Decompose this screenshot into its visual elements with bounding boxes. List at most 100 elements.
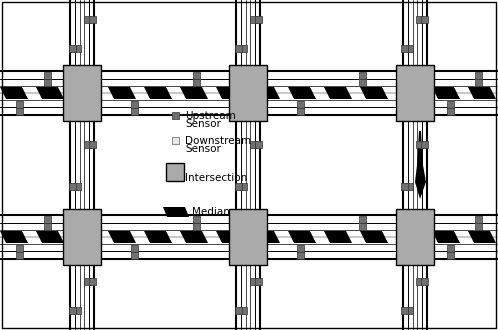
Polygon shape: [0, 87, 28, 99]
Bar: [84, 278, 91, 285]
Bar: [297, 101, 304, 108]
Bar: [475, 222, 482, 229]
Bar: [63, 209, 101, 265]
Text: Sensor: Sensor: [185, 119, 221, 129]
Bar: [235, 182, 242, 189]
Bar: [475, 215, 482, 222]
Bar: [43, 72, 50, 79]
Bar: [359, 222, 366, 229]
Bar: [475, 79, 482, 85]
Bar: [69, 45, 76, 52]
Polygon shape: [144, 231, 172, 243]
Bar: [15, 108, 22, 115]
Bar: [401, 307, 408, 314]
Polygon shape: [0, 231, 28, 243]
Polygon shape: [360, 231, 388, 243]
Polygon shape: [252, 87, 280, 99]
Polygon shape: [288, 87, 316, 99]
Polygon shape: [360, 87, 388, 99]
Bar: [89, 278, 96, 285]
Bar: [297, 108, 304, 115]
Bar: [359, 72, 366, 79]
Polygon shape: [180, 231, 208, 243]
Bar: [74, 307, 81, 314]
Text: Median: Median: [192, 207, 230, 217]
Polygon shape: [288, 231, 316, 243]
Bar: [171, 112, 178, 118]
Bar: [229, 209, 267, 265]
Bar: [166, 163, 184, 181]
Polygon shape: [415, 131, 426, 199]
Bar: [416, 141, 423, 148]
Bar: [401, 182, 408, 189]
Polygon shape: [216, 87, 244, 99]
Bar: [43, 222, 50, 229]
Bar: [69, 307, 76, 314]
Polygon shape: [144, 87, 172, 99]
Text: Sensor: Sensor: [185, 144, 221, 154]
Polygon shape: [252, 231, 280, 243]
Bar: [447, 108, 454, 115]
Bar: [406, 307, 413, 314]
Bar: [84, 141, 91, 148]
Polygon shape: [396, 231, 424, 243]
Bar: [447, 251, 454, 258]
Bar: [235, 45, 242, 52]
Bar: [43, 215, 50, 222]
Bar: [447, 245, 454, 251]
Bar: [130, 101, 137, 108]
Bar: [240, 45, 247, 52]
Bar: [249, 141, 256, 148]
Bar: [89, 16, 96, 23]
Bar: [15, 101, 22, 108]
Bar: [84, 16, 91, 23]
Polygon shape: [108, 231, 136, 243]
Polygon shape: [468, 87, 496, 99]
Polygon shape: [468, 231, 496, 243]
Bar: [130, 251, 137, 258]
Bar: [15, 251, 22, 258]
Bar: [193, 222, 200, 229]
Polygon shape: [432, 87, 460, 99]
Bar: [69, 182, 76, 189]
Bar: [240, 307, 247, 314]
Bar: [193, 215, 200, 222]
Bar: [254, 16, 261, 23]
Bar: [130, 108, 137, 115]
Bar: [401, 45, 408, 52]
Bar: [193, 72, 200, 79]
Bar: [297, 245, 304, 251]
Bar: [229, 65, 267, 121]
Polygon shape: [324, 231, 352, 243]
Bar: [63, 65, 101, 121]
Bar: [421, 278, 428, 285]
Bar: [254, 278, 261, 285]
Bar: [254, 141, 261, 148]
Text: Downstream: Downstream: [185, 136, 251, 146]
Bar: [416, 278, 423, 285]
Bar: [396, 209, 434, 265]
Bar: [249, 16, 256, 23]
Bar: [416, 16, 423, 23]
Bar: [74, 45, 81, 52]
Polygon shape: [216, 231, 244, 243]
Bar: [406, 45, 413, 52]
Bar: [130, 245, 137, 251]
Text: Upstream: Upstream: [185, 111, 236, 121]
Bar: [43, 79, 50, 85]
Bar: [359, 215, 366, 222]
Polygon shape: [432, 231, 460, 243]
Bar: [171, 137, 178, 144]
Polygon shape: [396, 87, 424, 99]
Polygon shape: [108, 87, 136, 99]
Bar: [421, 141, 428, 148]
Bar: [74, 182, 81, 189]
Bar: [359, 79, 366, 85]
Bar: [235, 307, 242, 314]
Polygon shape: [72, 87, 100, 99]
Bar: [475, 72, 482, 79]
Text: Intersection: Intersection: [185, 173, 247, 183]
Bar: [15, 245, 22, 251]
Bar: [249, 278, 256, 285]
Polygon shape: [180, 87, 208, 99]
